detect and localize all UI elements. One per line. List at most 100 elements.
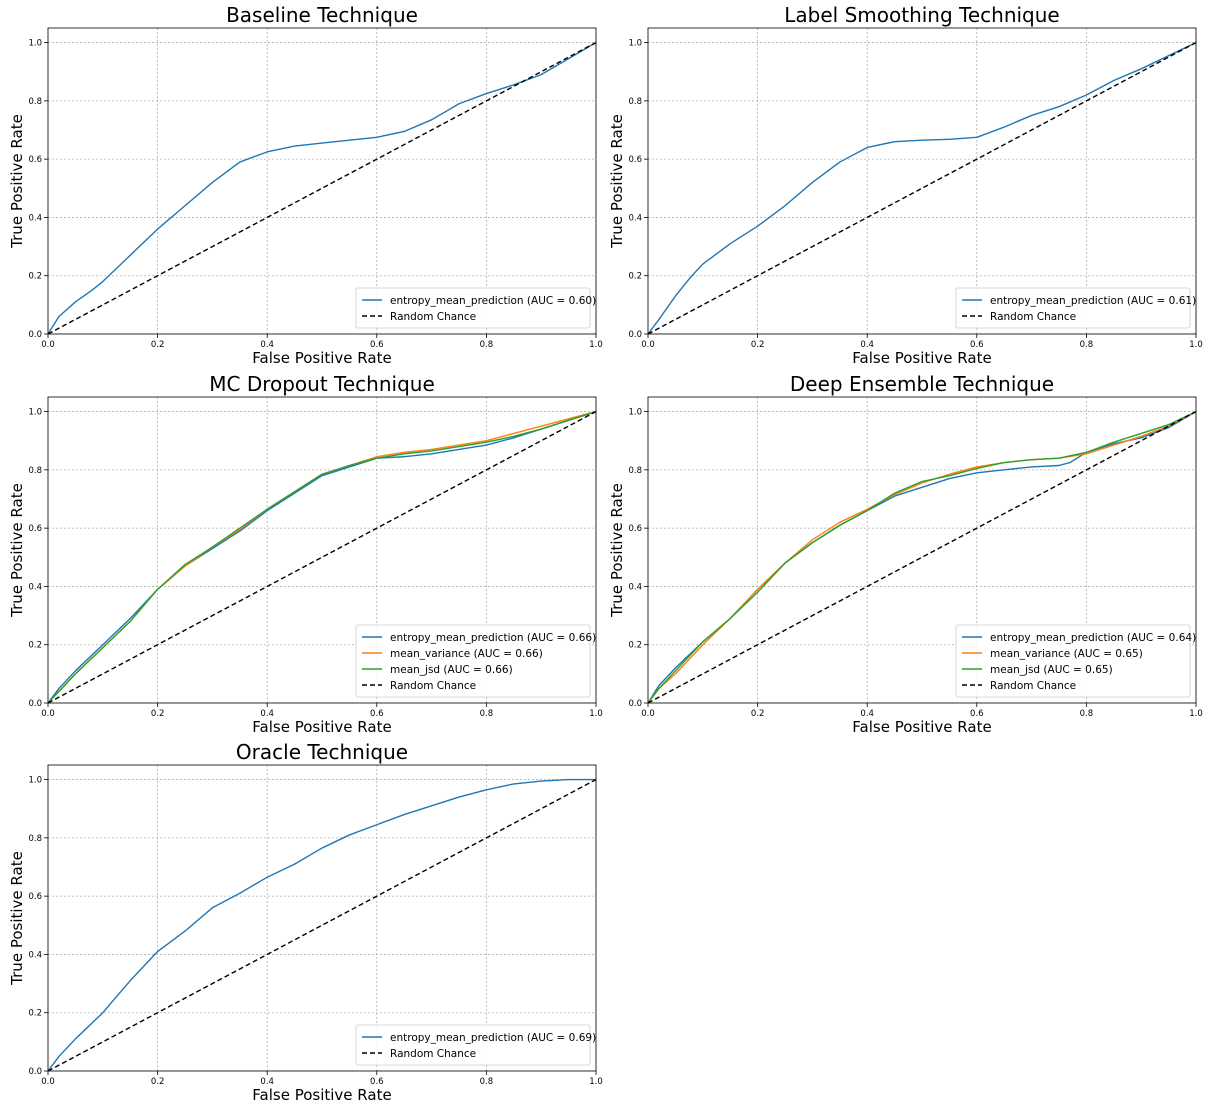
roc-panel-deep-ensemble: Deep Ensemble Technique 0.0 0.2 0.4 0.6 0.8 1.… <box>608 372 1203 736</box>
y-tick-label: 0.2 <box>628 272 642 282</box>
roc-panel-baseline: Baseline Technique 0.0 0.2 0.4 0.6 0.8 1.0 0.0 0… <box>8 3 603 367</box>
x-tick-label: 0.2 <box>751 340 765 350</box>
x-tick-label: 0.0 <box>41 1077 55 1087</box>
y-tick-label: 0.6 <box>28 155 42 165</box>
legend-box <box>355 287 591 329</box>
y-tick-label: 0.2 <box>628 641 642 651</box>
legend-label-1: Random Chance <box>390 1048 476 1060</box>
legend: entropy_mean_prediction (AUC = 0.64) mean… <box>955 624 1196 698</box>
x-tick-label: 0.2 <box>151 1077 165 1087</box>
x-tick-label: 1.0 <box>589 340 603 350</box>
legend-label-2: mean_jsd (AUC = 0.66) <box>390 664 513 676</box>
y-tick-label: 0.0 <box>628 699 642 709</box>
y-tick-label: 1.0 <box>28 408 42 418</box>
x-tick-label: 0.6 <box>370 709 384 719</box>
x-tick-label: 0.4 <box>260 709 274 719</box>
y-tick-label: 0.6 <box>28 892 42 902</box>
legend: entropy_mean_prediction (AUC = 0.69) Rand… <box>355 1024 596 1066</box>
series-line-0 <box>47 410 597 704</box>
x-tick-label: 0.6 <box>370 340 384 350</box>
roc-panel-oracle: Oracle Technique 0.0 0.2 0.4 0.6 0.8 1.0 0.0 0.2… <box>8 740 603 1104</box>
y-tick-label: 0.6 <box>628 524 642 534</box>
y-tick-label: 0.8 <box>28 97 42 107</box>
plot-frame <box>647 27 1197 335</box>
x-tick-label: 0.0 <box>641 340 655 350</box>
series-line-2 <box>47 410 597 704</box>
legend-box <box>355 1024 591 1066</box>
y-axis-label: True Positive Rate <box>8 483 26 618</box>
legend-label-3: Random Chance <box>990 680 1076 692</box>
plot-frame <box>647 396 1197 704</box>
chart-title: Oracle Technique <box>236 740 408 764</box>
y-tick-label: 0.0 <box>628 330 642 340</box>
y-tick-label: 0.8 <box>28 834 42 844</box>
y-tick-label: 0.4 <box>28 213 42 223</box>
x-tick-label: 0.2 <box>151 709 165 719</box>
x-tick-label: 0.4 <box>860 709 874 719</box>
series-line-0 <box>47 41 597 335</box>
x-tick-label: 0.6 <box>970 340 984 350</box>
chart-title: Deep Ensemble Technique <box>790 372 1054 396</box>
x-axis-label: False Positive Rate <box>252 718 391 736</box>
x-axis-label: False Positive Rate <box>252 349 391 367</box>
y-tick-label: 1.0 <box>628 408 642 418</box>
x-axis-label: False Positive Rate <box>852 349 991 367</box>
legend-label-1: Random Chance <box>390 311 476 323</box>
chart-title: MC Dropout Technique <box>209 372 435 396</box>
legend: entropy_mean_prediction (AUC = 0.61) Rand… <box>955 287 1196 329</box>
series-line-2 <box>647 410 1197 704</box>
x-tick-label: 0.4 <box>260 340 274 350</box>
x-axis-label: False Positive Rate <box>252 1086 391 1104</box>
y-tick-label: 0.0 <box>28 699 42 709</box>
x-tick-label: 0.2 <box>151 340 165 350</box>
y-tick-label: 0.8 <box>628 97 642 107</box>
chart-title: Label Smoothing Technique <box>784 3 1059 27</box>
y-tick-label: 0.8 <box>28 466 42 476</box>
y-tick-label: 1.0 <box>628 39 642 49</box>
x-tick-label: 0.6 <box>970 709 984 719</box>
legend: entropy_mean_prediction (AUC = 0.60) Rand… <box>355 287 596 329</box>
x-tick-label: 0.8 <box>1080 340 1094 350</box>
x-tick-label: 1.0 <box>1189 340 1203 350</box>
y-tick-label: 0.6 <box>28 524 42 534</box>
x-tick-label: 1.0 <box>589 709 603 719</box>
x-tick-label: 0.0 <box>641 709 655 719</box>
x-tick-label: 0.6 <box>370 1077 384 1087</box>
y-tick-label: 1.0 <box>28 39 42 49</box>
series-line-0 <box>47 778 596 1072</box>
y-tick-label: 0.4 <box>628 582 642 592</box>
x-tick-label: 0.0 <box>41 340 55 350</box>
x-axis-label: False Positive Rate <box>852 718 991 736</box>
roc-panel-mc-dropout: MC Dropout Technique 0.0 0.2 0.4 0.6 0.8 1.0 0.… <box>8 372 603 736</box>
legend-label-0: entropy_mean_prediction (AUC = 0.64) <box>990 632 1196 644</box>
legend-label-3: Random Chance <box>390 680 476 692</box>
y-axis-label: True Positive Rate <box>8 114 26 249</box>
x-tick-label: 0.0 <box>41 709 55 719</box>
y-axis-label: True Positive Rate <box>8 851 26 986</box>
x-tick-label: 0.8 <box>1080 709 1094 719</box>
y-tick-label: 0.0 <box>28 330 42 340</box>
legend-box <box>955 624 1191 698</box>
y-tick-label: 0.4 <box>628 213 642 223</box>
series-line-1 <box>647 410 1197 704</box>
legend-label-0: entropy_mean_prediction (AUC = 0.61) <box>990 295 1196 307</box>
legend-box <box>955 287 1191 329</box>
legend-label-1: Random Chance <box>990 311 1076 323</box>
x-tick-label: 0.4 <box>260 1077 274 1087</box>
x-tick-label: 0.8 <box>480 709 494 719</box>
x-tick-label: 0.8 <box>480 1077 494 1087</box>
legend-label-0: entropy_mean_prediction (AUC = 0.66) <box>390 632 596 644</box>
legend-label-0: entropy_mean_prediction (AUC = 0.60) <box>390 295 596 307</box>
y-tick-label: 0.2 <box>28 1009 42 1019</box>
y-tick-label: 0.8 <box>628 466 642 476</box>
chart-title: Baseline Technique <box>226 3 418 27</box>
y-tick-label: 0.4 <box>28 950 42 960</box>
x-tick-label: 0.4 <box>860 340 874 350</box>
y-tick-label: 0.4 <box>28 582 42 592</box>
plot-frame <box>47 396 597 704</box>
legend-label-0: entropy_mean_prediction (AUC = 0.69) <box>390 1032 596 1044</box>
plot-frame <box>47 27 597 335</box>
y-tick-label: 0.0 <box>28 1067 42 1077</box>
legend-label-1: mean_variance (AUC = 0.65) <box>990 648 1143 660</box>
y-tick-label: 0.2 <box>28 641 42 651</box>
